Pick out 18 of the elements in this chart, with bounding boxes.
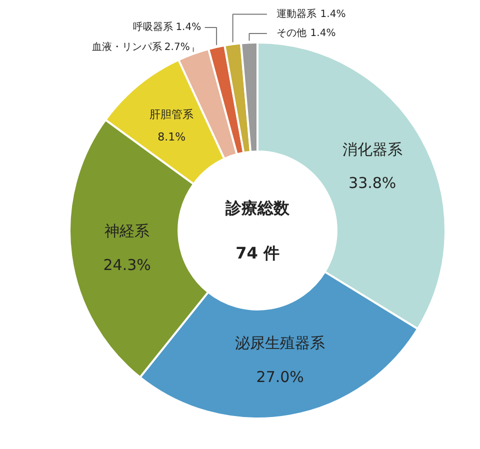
slice-label: 血液・リンパ系: [92, 41, 162, 54]
data-label: 1.4%: [320, 8, 346, 20]
slice-label: 消化器系: [342, 140, 402, 158]
data-label: 27.0%: [256, 368, 304, 386]
data-label: 8.1%: [158, 130, 186, 144]
slice-label: 神経系: [104, 222, 150, 240]
data-label: 2.7%: [164, 42, 190, 54]
data-label: 1.4%: [310, 28, 336, 39]
slice-label: 運動器系: [276, 8, 316, 20]
slice-label: 泌尿生殖器系: [235, 334, 326, 352]
text: 74 件: [236, 244, 280, 263]
slice-label: 肝胆管系: [150, 108, 194, 122]
data-label: 33.8%: [348, 174, 396, 192]
data-label: 1.4%: [176, 22, 202, 33]
text: 診療総数: [224, 198, 290, 218]
slice-label: その他: [276, 26, 306, 39]
data-label: 24.3%: [103, 256, 151, 274]
slice-label: 呼吸器系: [133, 20, 174, 33]
